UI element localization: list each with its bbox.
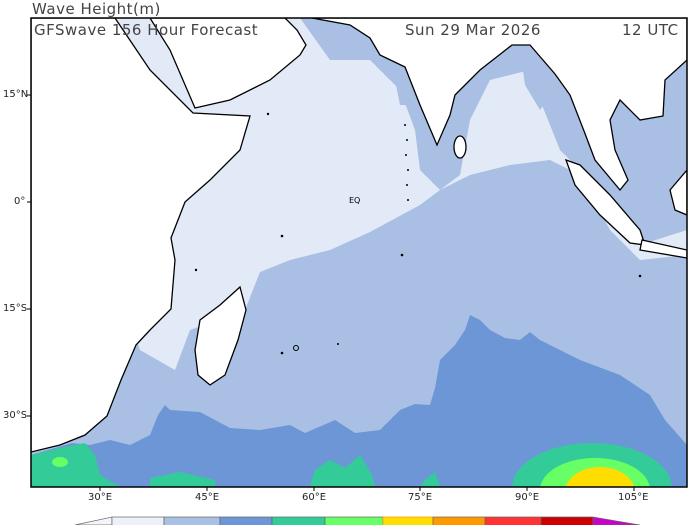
light-green-patch xyxy=(52,457,68,467)
madagascar-land xyxy=(194,285,247,386)
arabia-land xyxy=(149,18,307,109)
lon-label: 45°E xyxy=(195,492,220,503)
lon-label: 30°E xyxy=(88,492,113,503)
sri-lanka-land xyxy=(453,135,467,159)
lon-label: 75°E xyxy=(408,492,433,503)
colorbar-bin xyxy=(540,516,594,525)
colorbar-bin xyxy=(432,516,486,525)
colorbar-bin xyxy=(271,516,326,525)
lon-label: 90°E xyxy=(515,492,540,503)
axis-ticks xyxy=(27,94,635,491)
lon-label: 105°E xyxy=(618,492,649,503)
forecast-time: 12 UTC xyxy=(622,21,679,39)
chart-title: Wave Height(m) xyxy=(32,0,161,18)
colorbar-bin xyxy=(382,516,434,525)
colorbar-bin xyxy=(219,516,273,525)
asia-land xyxy=(311,18,687,192)
lat-label: 15°N xyxy=(3,89,29,100)
java-land xyxy=(639,239,687,259)
land xyxy=(31,18,687,453)
colorbar-low-arrow xyxy=(74,516,113,525)
colorbar-bin xyxy=(324,516,384,525)
africa-land xyxy=(31,18,251,453)
colorbar xyxy=(74,516,641,525)
colorbar-bin xyxy=(163,516,221,525)
lat-label: 30°S xyxy=(3,410,28,421)
colorbar-bin xyxy=(111,516,165,525)
green-zone-sw xyxy=(31,443,120,487)
green-zone-sw2 xyxy=(150,472,215,487)
ocean-light-patch-mozambique xyxy=(180,380,225,405)
yellow-zone-se xyxy=(565,467,635,487)
colorbar-bin xyxy=(484,516,542,525)
ocean-light-patch-arabian xyxy=(395,80,415,105)
borneo-land xyxy=(669,168,687,216)
green-zone-south xyxy=(310,455,375,487)
green-zone-south2 xyxy=(420,472,440,487)
lat-label: 15°S xyxy=(3,303,28,314)
model-label: GFSwave 156 Hour Forecast xyxy=(34,21,259,39)
equator-label: EQ xyxy=(349,196,361,205)
island-dots xyxy=(194,112,642,355)
lat-label: 0° xyxy=(14,196,26,207)
lon-label: 60°E xyxy=(302,492,327,503)
colorbar-high-arrow xyxy=(592,516,641,525)
forecast-date: Sun 29 Mar 2026 xyxy=(405,21,541,39)
ocean-light-patch-bengal xyxy=(520,50,555,110)
map-frame xyxy=(30,17,688,488)
